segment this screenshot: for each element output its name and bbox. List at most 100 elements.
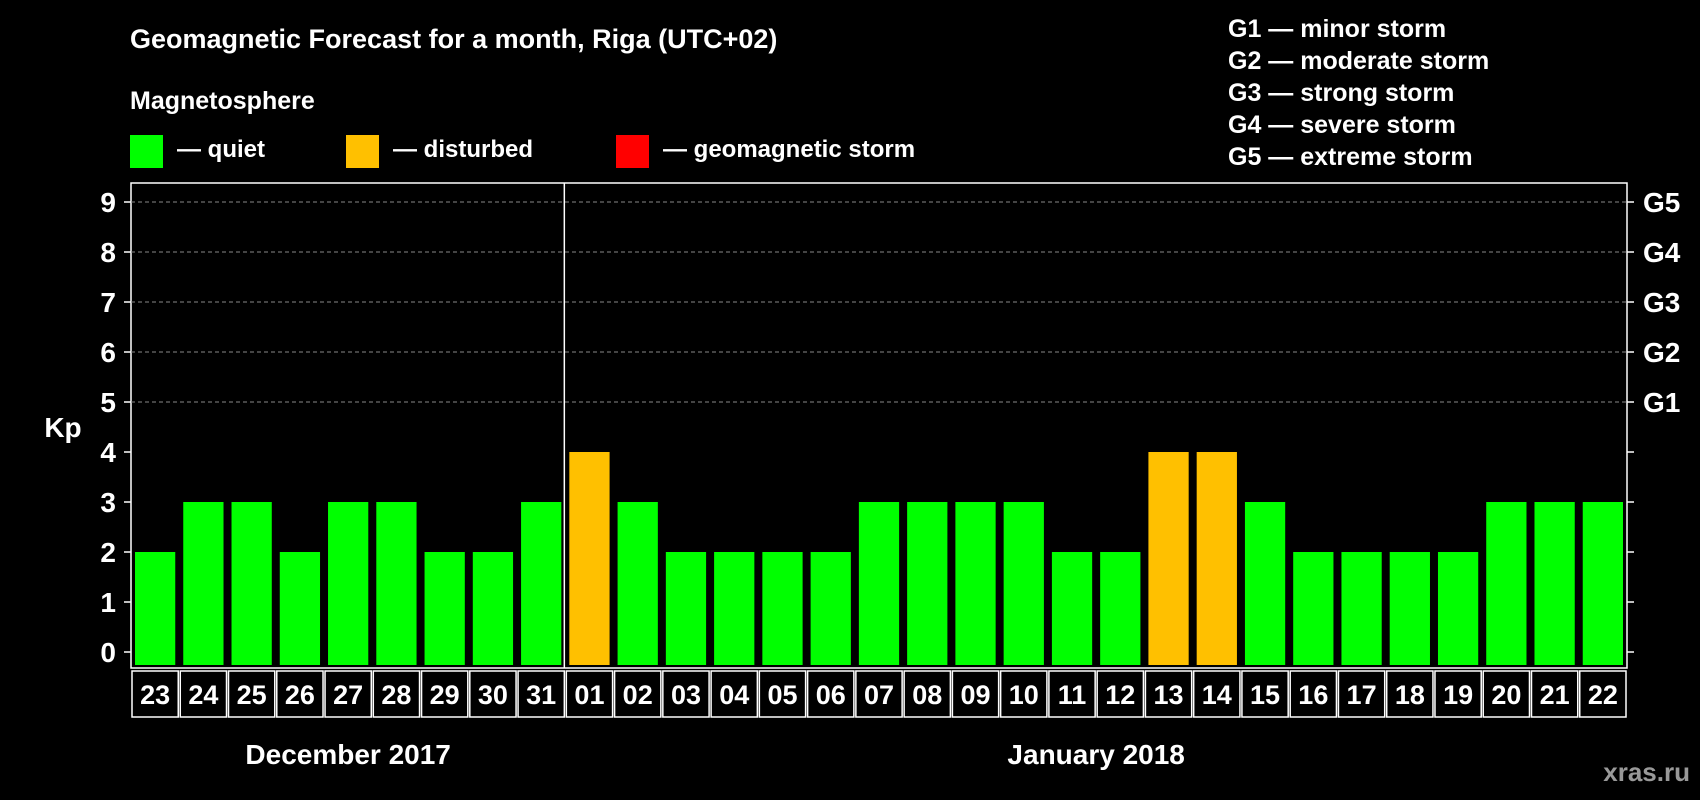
legend-heading: Magnetosphere — [130, 87, 315, 115]
bar-20 — [1486, 502, 1527, 665]
y-tick-label: 2 — [100, 537, 116, 568]
legend-label-storm: — geomagnetic storm — [663, 136, 915, 163]
date-box — [372, 670, 421, 718]
x-tick-label: 24 — [188, 680, 218, 710]
x-tick-label: 19 — [1443, 680, 1473, 710]
date-box — [1192, 670, 1241, 718]
date-box — [179, 670, 228, 718]
bar-02 — [617, 502, 658, 665]
x-tick-label: 09 — [960, 680, 990, 710]
storm-scale-legend: G1 — minor storm G2 — moderate storm G3 … — [1228, 15, 1489, 171]
right-axis-label-g2: G2 — [1643, 337, 1680, 368]
bar-13 — [1148, 452, 1189, 665]
date-box — [1434, 670, 1482, 718]
bar-16 — [1293, 552, 1334, 665]
y-tick-label: 3 — [100, 487, 116, 518]
bar-01 — [569, 452, 610, 665]
y-tick-label: 4 — [100, 437, 116, 468]
plot-frame — [130, 182, 1628, 669]
date-box — [565, 670, 614, 718]
x-tick-label: 22 — [1588, 680, 1618, 710]
date-box — [469, 670, 517, 718]
x-tick-label: 25 — [237, 680, 267, 710]
bar-06 — [810, 552, 851, 665]
y-tick-label: 6 — [100, 337, 116, 368]
storm-scale-g1: G1 — minor storm — [1228, 15, 1446, 43]
x-tick-label: 15 — [1250, 680, 1280, 710]
storm-scale-g4: G4 — severe storm — [1228, 111, 1456, 139]
bar-05 — [762, 552, 803, 665]
date-box — [806, 670, 855, 718]
bar-27 — [328, 502, 369, 665]
y-tick-label: 8 — [100, 237, 116, 268]
date-box — [227, 670, 276, 718]
date-box — [1289, 670, 1338, 718]
bar-04 — [714, 552, 755, 665]
x-tick-label: 21 — [1540, 680, 1570, 710]
x-tick-label: 16 — [1298, 680, 1328, 710]
x-tick-label: 04 — [719, 680, 749, 710]
date-box — [662, 670, 710, 718]
date-box — [131, 670, 180, 718]
x-tick-label: 02 — [623, 680, 653, 710]
month-label-0: December 2017 — [245, 739, 450, 770]
date-box — [1048, 670, 1096, 718]
bar-14 — [1196, 452, 1237, 665]
x-tick-label: 18 — [1395, 680, 1425, 710]
bar-09 — [955, 502, 996, 665]
storm-scale-g5: G5 — extreme storm — [1228, 143, 1473, 171]
x-tick-label: 27 — [333, 680, 363, 710]
x-tick-label: 01 — [574, 680, 604, 710]
date-box — [1482, 670, 1531, 718]
bar-18 — [1389, 552, 1430, 665]
date-box — [710, 670, 759, 718]
x-tick-label: 12 — [1105, 680, 1135, 710]
y-tick-label: 5 — [100, 387, 116, 418]
bar-26 — [279, 552, 321, 665]
bar-28 — [376, 502, 417, 665]
date-box — [903, 670, 952, 718]
x-tick-label: 10 — [1009, 680, 1039, 710]
y-tick-label: 0 — [100, 637, 116, 668]
date-box — [999, 670, 1048, 718]
date-box — [276, 670, 324, 718]
bar-29 — [424, 552, 465, 665]
x-tick-label: 08 — [912, 680, 942, 710]
legend-label-disturbed: — disturbed — [393, 136, 533, 163]
bar-31 — [521, 502, 562, 665]
date-box — [855, 670, 903, 718]
date-box — [1241, 670, 1289, 718]
legend-swatch-disturbed — [346, 135, 379, 168]
bar-24 — [183, 502, 224, 665]
bar-19 — [1437, 552, 1479, 665]
bar-07 — [858, 502, 900, 665]
x-tick-label: 13 — [1154, 680, 1184, 710]
right-axis-label-g3: G3 — [1643, 287, 1680, 318]
bar-30 — [472, 552, 514, 665]
x-tick-label: 28 — [381, 680, 411, 710]
y-tick-label: 7 — [100, 287, 116, 318]
legend-swatch-storm — [616, 135, 649, 168]
watermark: xras.ru — [1603, 757, 1690, 787]
x-tick-label: 05 — [767, 680, 797, 710]
x-tick-label: 29 — [430, 680, 460, 710]
chart-title: Geomagnetic Forecast for a month, Riga (… — [130, 24, 777, 54]
x-tick-label: 17 — [1347, 680, 1377, 710]
right-axis-label-g4: G4 — [1643, 237, 1681, 268]
x-tick-label: 26 — [285, 680, 315, 710]
bar-03 — [665, 552, 707, 665]
date-box — [1385, 670, 1434, 718]
date-box — [420, 670, 469, 718]
x-tick-label: 20 — [1491, 680, 1521, 710]
date-box — [1144, 670, 1193, 718]
date-box — [1578, 670, 1627, 718]
x-tick-label: 11 — [1058, 680, 1087, 710]
bar-17 — [1341, 552, 1382, 665]
storm-scale-g2: G2 — moderate storm — [1228, 47, 1489, 75]
bar-10 — [1003, 502, 1044, 665]
x-tick-label: 07 — [864, 680, 894, 710]
x-tick-label: 03 — [671, 680, 701, 710]
date-box — [951, 670, 1000, 718]
